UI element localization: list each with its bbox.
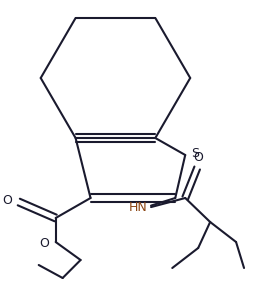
Text: O: O [39, 237, 49, 250]
Text: HN: HN [129, 201, 148, 214]
Text: O: O [3, 194, 12, 207]
Text: S: S [192, 147, 200, 160]
Text: O: O [194, 151, 203, 163]
